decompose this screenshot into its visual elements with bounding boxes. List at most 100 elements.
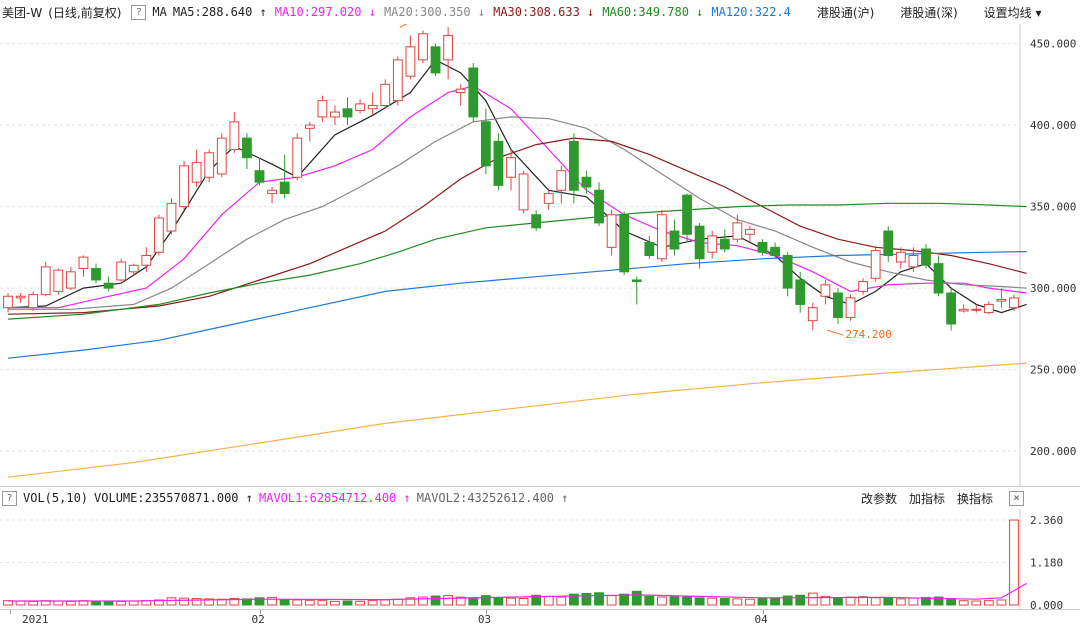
y-tick-label: 200.000 [1030, 445, 1076, 458]
volume-bar [191, 598, 202, 606]
volume-bar [254, 597, 265, 606]
candle-body [506, 157, 516, 178]
volume-bar [91, 600, 101, 606]
ma-item-5: MA120:322.4 [711, 5, 791, 19]
volume-bar [745, 598, 755, 606]
candle-body [367, 105, 378, 110]
candle-body [141, 255, 152, 266]
volume-bar [644, 595, 655, 606]
switch-indicator-button[interactable]: 换指标 [956, 491, 993, 506]
volume-chart[interactable]: 2.360 1.180 0.000 [0, 509, 1080, 609]
close-icon[interactable]: × [1009, 490, 1024, 506]
volume-bar [380, 599, 391, 606]
volume-bar [581, 592, 592, 606]
ma-line-ma10 [8, 85, 1027, 309]
volume-bar [279, 599, 290, 606]
volume-bar [719, 598, 730, 606]
volume-bar [543, 595, 554, 606]
candle-body [795, 279, 806, 305]
candle-body [807, 307, 818, 322]
candle-body [556, 170, 567, 191]
volume-bar [606, 595, 617, 606]
hk-connect-sh-button[interactable]: 港股通(沪) [816, 5, 875, 20]
candle-body [418, 33, 428, 61]
candle-body [996, 299, 1007, 302]
hk-connect-sz-button[interactable]: 港股通(深) [900, 5, 958, 20]
x-axis: 2021 02 03 04 [0, 609, 1080, 630]
candle-body [983, 303, 994, 314]
candle-body [581, 176, 592, 188]
vol-tick-label: 0.000 [1030, 599, 1063, 609]
stock-name: 美团-W [2, 5, 43, 20]
candle-body [933, 263, 944, 294]
candle-body [493, 140, 504, 186]
volume-bar [455, 596, 466, 606]
annotation-arrow [399, 24, 408, 28]
volume-bar [908, 597, 919, 606]
candle-body [216, 137, 227, 175]
volume-bar [757, 597, 768, 606]
volume-bar [656, 596, 667, 606]
candle-body [15, 295, 26, 299]
price-chart[interactable]: 200.000 250.000 300.000 350.000 400.000 450.0… [0, 24, 1080, 487]
candle-body [870, 250, 881, 279]
candle-body [116, 261, 127, 281]
y-tick-label: 400.000 [1030, 119, 1076, 132]
volume-bar [405, 597, 416, 606]
candle-body [631, 279, 642, 283]
vol-indicator: VOL(5,10) [23, 491, 89, 505]
volume-bar [179, 597, 189, 606]
volume-bar [807, 592, 818, 606]
ma-line-ma5 [7, 59, 1027, 314]
candle-body [682, 194, 692, 235]
candle-body [191, 162, 202, 183]
candle-body [1009, 297, 1019, 309]
arrow-up-icon: ↑ [403, 491, 411, 505]
ma-settings-button[interactable]: 设置均线 ▾ [983, 5, 1042, 20]
x-tick-label: 03 [477, 613, 492, 626]
candle-body [719, 238, 730, 250]
volume-bar [782, 595, 793, 606]
trend-arrow-icon: ↓ [688, 5, 704, 19]
candle-body [3, 295, 13, 309]
volume-value: VOLUME:235570871.000 ↑ [94, 491, 253, 505]
candle-body [543, 193, 554, 204]
candle-body [833, 292, 843, 318]
candle-body [619, 214, 630, 273]
y-tick-label: 300.000 [1030, 282, 1076, 295]
volume-bar [355, 600, 366, 606]
volume-bar [694, 597, 705, 606]
candle-body [242, 137, 252, 159]
volume-bar [443, 595, 454, 606]
volume-bar [480, 595, 491, 606]
help-icon-volume[interactable]: ? [2, 490, 17, 506]
volume-bar [103, 601, 114, 606]
annotation-label: 274.200 [845, 328, 891, 341]
volume-bar [770, 598, 780, 606]
volume-bar [28, 600, 39, 606]
mavol2-value: MAVOL2:43252612.400 ↑ [416, 491, 569, 505]
annotation-arrow [827, 329, 844, 336]
candle-body [153, 217, 164, 253]
trend-arrow-icon: ↓ [361, 5, 376, 19]
candle-body [78, 256, 89, 270]
edit-params-button[interactable]: 改参数 [860, 491, 897, 506]
candle-body [732, 222, 743, 240]
candle-body [91, 268, 101, 281]
candle-body [405, 46, 416, 77]
volume-bar [128, 600, 139, 606]
candle-body [669, 230, 680, 250]
candle-body [267, 189, 277, 195]
volume-bar [367, 600, 378, 606]
volume-bar [304, 599, 315, 606]
volume-bar [958, 600, 969, 606]
period-note: (日线,前复权) [48, 5, 122, 20]
ma-item-2: MA20:300.350 ↓ [383, 5, 486, 19]
add-indicator-button[interactable]: 加指标 [908, 491, 945, 506]
volume-bar [707, 597, 718, 606]
volume-bar [493, 597, 504, 606]
help-icon[interactable]: ? [131, 4, 147, 20]
volume-bar [556, 596, 567, 606]
candle-body [946, 292, 957, 325]
x-tick-label: 04 [754, 613, 768, 626]
